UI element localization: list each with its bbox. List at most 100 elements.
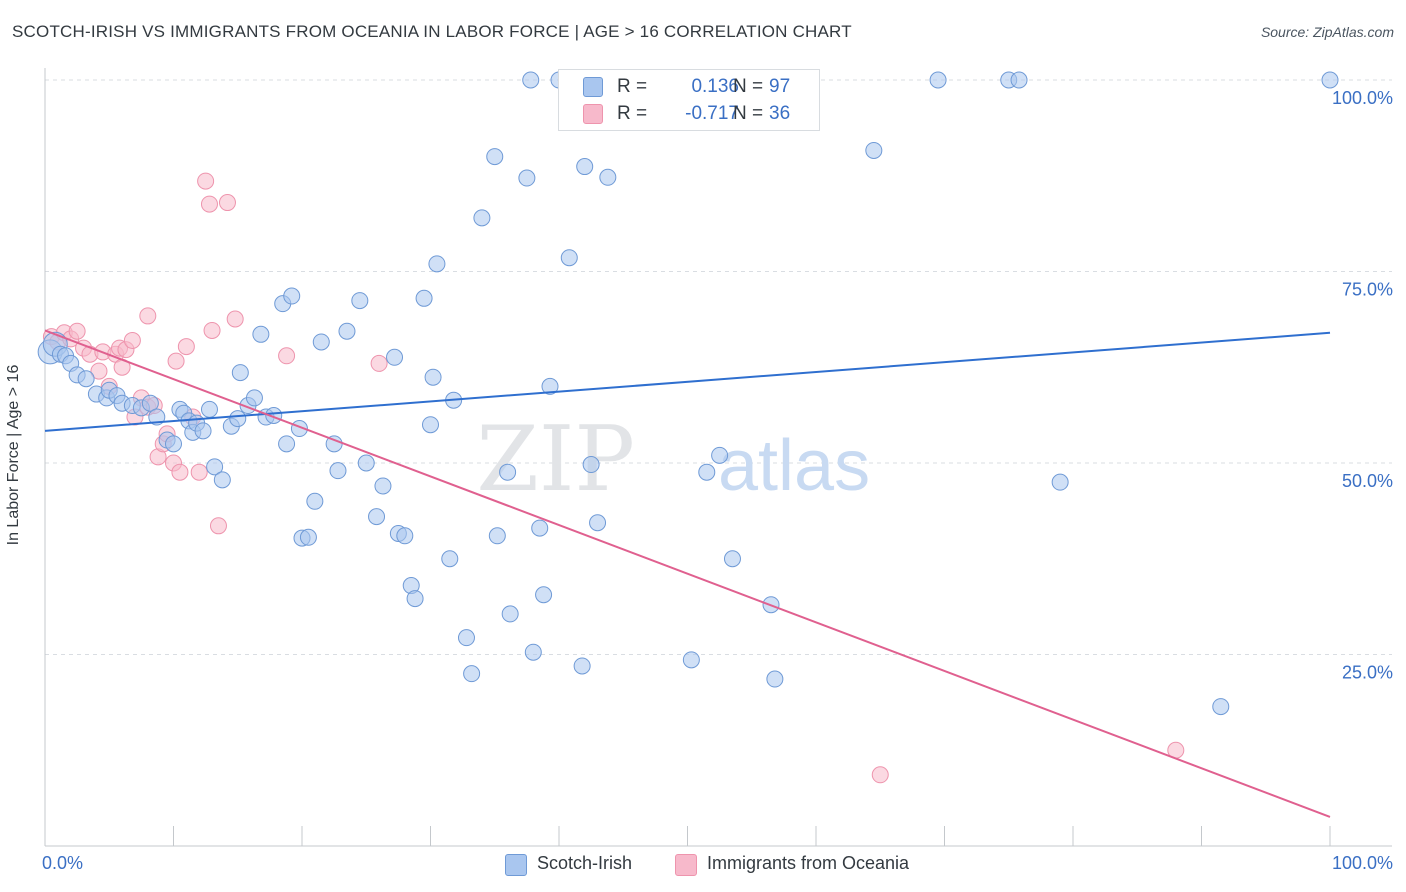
point-scotch-irish-61 <box>457 629 475 647</box>
y-axis-label: In Labor Force | Age > 16 <box>5 364 22 546</box>
point-scotch-irish-36 <box>278 435 296 453</box>
point-scotch-irish-70 <box>524 643 542 661</box>
point-scotch-irish-68 <box>518 169 536 187</box>
point-scotch-irish-37 <box>283 287 301 305</box>
legend-label-oceania: Immigrants from Oceania <box>707 853 910 873</box>
point-oceania-28 <box>190 463 208 481</box>
scotch-irish-points <box>37 71 1339 716</box>
point-oceania-25 <box>171 463 189 481</box>
y-tick-label-100: 100.0% <box>1332 88 1393 108</box>
point-scotch-irish-80 <box>599 168 617 186</box>
point-scotch-irish-75 <box>560 249 578 267</box>
point-oceania-35 <box>278 347 296 365</box>
point-scotch-irish-56 <box>422 416 439 434</box>
point-scotch-irish-91 <box>1010 71 1028 89</box>
point-scotch-irish-50 <box>386 348 404 366</box>
point-oceania-14 <box>123 331 141 349</box>
point-scotch-irish-40 <box>299 528 317 546</box>
trend-line-oceania <box>44 329 1331 818</box>
point-scotch-irish-24 <box>200 400 218 418</box>
y-tick-label-75: 75.0% <box>1342 280 1393 300</box>
n-value: 36 <box>769 103 791 124</box>
point-scotch-irish-82 <box>682 651 700 669</box>
point-scotch-irish-6 <box>77 370 95 388</box>
point-scotch-irish-46 <box>351 292 369 310</box>
point-scotch-irish-23 <box>194 422 212 440</box>
point-scotch-irish-14 <box>141 394 159 412</box>
point-scotch-irish-92 <box>1051 473 1069 491</box>
point-scotch-irish-66 <box>499 463 517 481</box>
point-scotch-irish-76 <box>573 657 591 675</box>
point-oceania-31 <box>203 321 221 339</box>
y-tick-label-25: 25.0% <box>1342 663 1393 683</box>
gridlines <box>45 79 1392 655</box>
point-scotch-irish-49 <box>374 477 392 495</box>
point-scotch-irish-41 <box>306 492 324 510</box>
point-scotch-irish-87 <box>766 670 784 688</box>
source-credit: Source: ZipAtlas.com <box>1260 24 1394 40</box>
point-oceania-7 <box>90 362 108 380</box>
point-scotch-irish-83 <box>698 463 716 481</box>
point-oceania-32 <box>209 517 227 535</box>
point-oceania-24 <box>167 352 185 370</box>
swatch-pink <box>583 104 603 124</box>
legend-swatch-pink <box>675 854 697 876</box>
point-scotch-irish-64 <box>486 148 504 166</box>
point-scotch-irish-94 <box>1321 71 1339 89</box>
point-scotch-irish-48 <box>368 508 386 526</box>
swatch-blue <box>583 77 603 97</box>
point-scotch-irish-52 <box>396 527 414 545</box>
trend-lines <box>44 329 1331 818</box>
tick-labels: 25.0% 50.0% 75.0% 100.0% 0.0% 100.0% <box>42 88 1393 873</box>
watermark-zip: ZIP <box>476 407 635 512</box>
point-scotch-irish-57 <box>424 368 442 386</box>
point-scotch-irish-88 <box>865 141 883 159</box>
point-scotch-irish-85 <box>723 550 741 568</box>
chart-title: SCOTCH-IRISH VS IMMIGRANTS FROM OCEANIA … <box>12 22 852 41</box>
point-scotch-irish-84 <box>711 446 729 464</box>
point-scotch-irish-45 <box>338 322 356 340</box>
point-scotch-irish-17 <box>165 435 182 453</box>
point-scotch-irish-25 <box>206 458 224 476</box>
point-scotch-irish-55 <box>415 289 433 307</box>
point-scotch-irish-79 <box>589 514 607 532</box>
legend-label-scotch-irish: Scotch-Irish <box>537 853 633 873</box>
point-scotch-irish-65 <box>488 527 506 545</box>
point-scotch-irish-69 <box>522 71 540 89</box>
watermark-atlas: atlas <box>718 426 870 506</box>
point-scotch-irish-89 <box>929 71 947 89</box>
stats-legend: R = 0.136 N = 97 R = -0.717 N = 36 <box>558 69 820 131</box>
x-tick-label-min: 0.0% <box>42 853 83 873</box>
point-scotch-irish-59 <box>441 550 459 568</box>
point-scotch-irish-42 <box>312 333 330 351</box>
point-oceania-4 <box>68 322 86 340</box>
n-value: 97 <box>769 76 791 97</box>
point-oceania-29 <box>197 172 215 190</box>
x-tick-label-max: 100.0% <box>1332 853 1393 873</box>
point-oceania-34 <box>226 310 244 328</box>
point-scotch-irish-72 <box>535 586 553 604</box>
point-scotch-irish-47 <box>357 454 375 472</box>
point-scotch-irish-63 <box>473 209 491 227</box>
stats-row-oceania: R = -0.717 N = 36 <box>583 101 813 127</box>
point-scotch-irish-31 <box>245 389 263 407</box>
point-oceania-26 <box>177 338 195 356</box>
y-tick-label-50: 50.0% <box>1342 471 1393 491</box>
point-oceania-36 <box>370 354 388 372</box>
point-scotch-irish-93 <box>1212 698 1230 716</box>
trend-line-scotch-irish <box>44 331 1331 432</box>
point-oceania-18 <box>139 307 157 325</box>
point-oceania-30 <box>200 195 218 213</box>
r-value: -0.717 <box>685 103 739 124</box>
n-label: N = <box>733 76 764 97</box>
n-label: N = <box>733 103 764 124</box>
point-scotch-irish-32 <box>252 325 270 343</box>
legend-swatch-blue <box>505 854 527 876</box>
point-scotch-irish-58 <box>428 255 446 273</box>
point-scotch-irish-71 <box>531 519 549 537</box>
point-scotch-irish-54 <box>406 590 424 608</box>
point-scotch-irish-67 <box>501 605 519 623</box>
point-oceania-33 <box>218 194 236 212</box>
point-scotch-irish-78 <box>582 456 600 474</box>
